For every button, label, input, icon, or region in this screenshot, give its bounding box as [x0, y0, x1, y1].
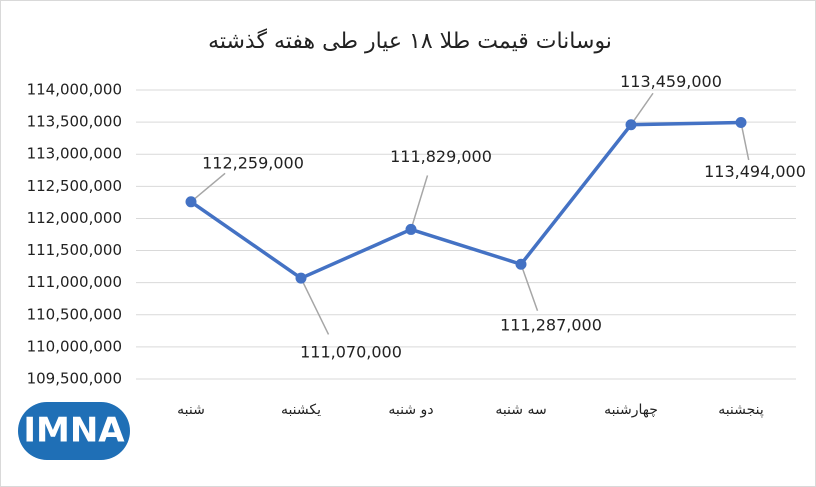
- data-label: 113,459,000: [620, 72, 722, 91]
- y-tick-label: 110,500,000: [27, 305, 122, 323]
- x-tick-label: شنبه: [177, 402, 205, 418]
- y-tick-label: 110,000,000: [27, 337, 122, 355]
- data-label: 111,070,000: [300, 343, 402, 362]
- data-label: 113,494,000: [704, 162, 806, 181]
- leader-line: [410, 175, 429, 230]
- data-label: 112,259,000: [202, 153, 304, 172]
- y-tick-label: 114,000,000: [27, 81, 122, 99]
- data-line: [190, 120, 742, 280]
- x-tick-label: سه شنبه: [495, 402, 546, 418]
- y-tick-label: 111,500,000: [27, 241, 122, 259]
- y-tick-label: 112,500,000: [27, 177, 122, 195]
- leader-line: [520, 263, 539, 311]
- chart-title: نوسانات قیمت طلا ۱۸ عیار طی هفته گذشته: [208, 28, 612, 54]
- y-tick-label: 109,500,000: [27, 370, 122, 388]
- logo-badge: [18, 402, 130, 460]
- x-tick-label: پنجشنبه: [718, 402, 764, 418]
- logo-text: IMNA: [23, 411, 125, 451]
- data-point: [185, 196, 197, 208]
- leader-line: [630, 92, 654, 126]
- data-point: [735, 116, 747, 128]
- data-label: 111,287,000: [500, 316, 602, 335]
- logo: IMNA: [18, 402, 130, 460]
- leader-line: [300, 277, 330, 335]
- x-tick-label: یکشنبه: [281, 402, 321, 418]
- y-tick-label: 111,000,000: [27, 273, 122, 291]
- x-tick-label: دو شنبه: [388, 402, 433, 418]
- leader-line: [740, 122, 750, 161]
- y-tick-label: 112,000,000: [27, 209, 122, 227]
- data-point: [295, 272, 307, 284]
- data-point: [405, 223, 417, 235]
- data-point: [625, 119, 637, 131]
- y-tick-label: 113,500,000: [27, 113, 122, 131]
- data-label: 111,829,000: [390, 147, 492, 166]
- y-tick-label: 113,000,000: [27, 145, 122, 163]
- x-tick-label: چهارشنبه: [604, 402, 658, 418]
- leader-line: [190, 172, 226, 203]
- data-point: [515, 258, 527, 270]
